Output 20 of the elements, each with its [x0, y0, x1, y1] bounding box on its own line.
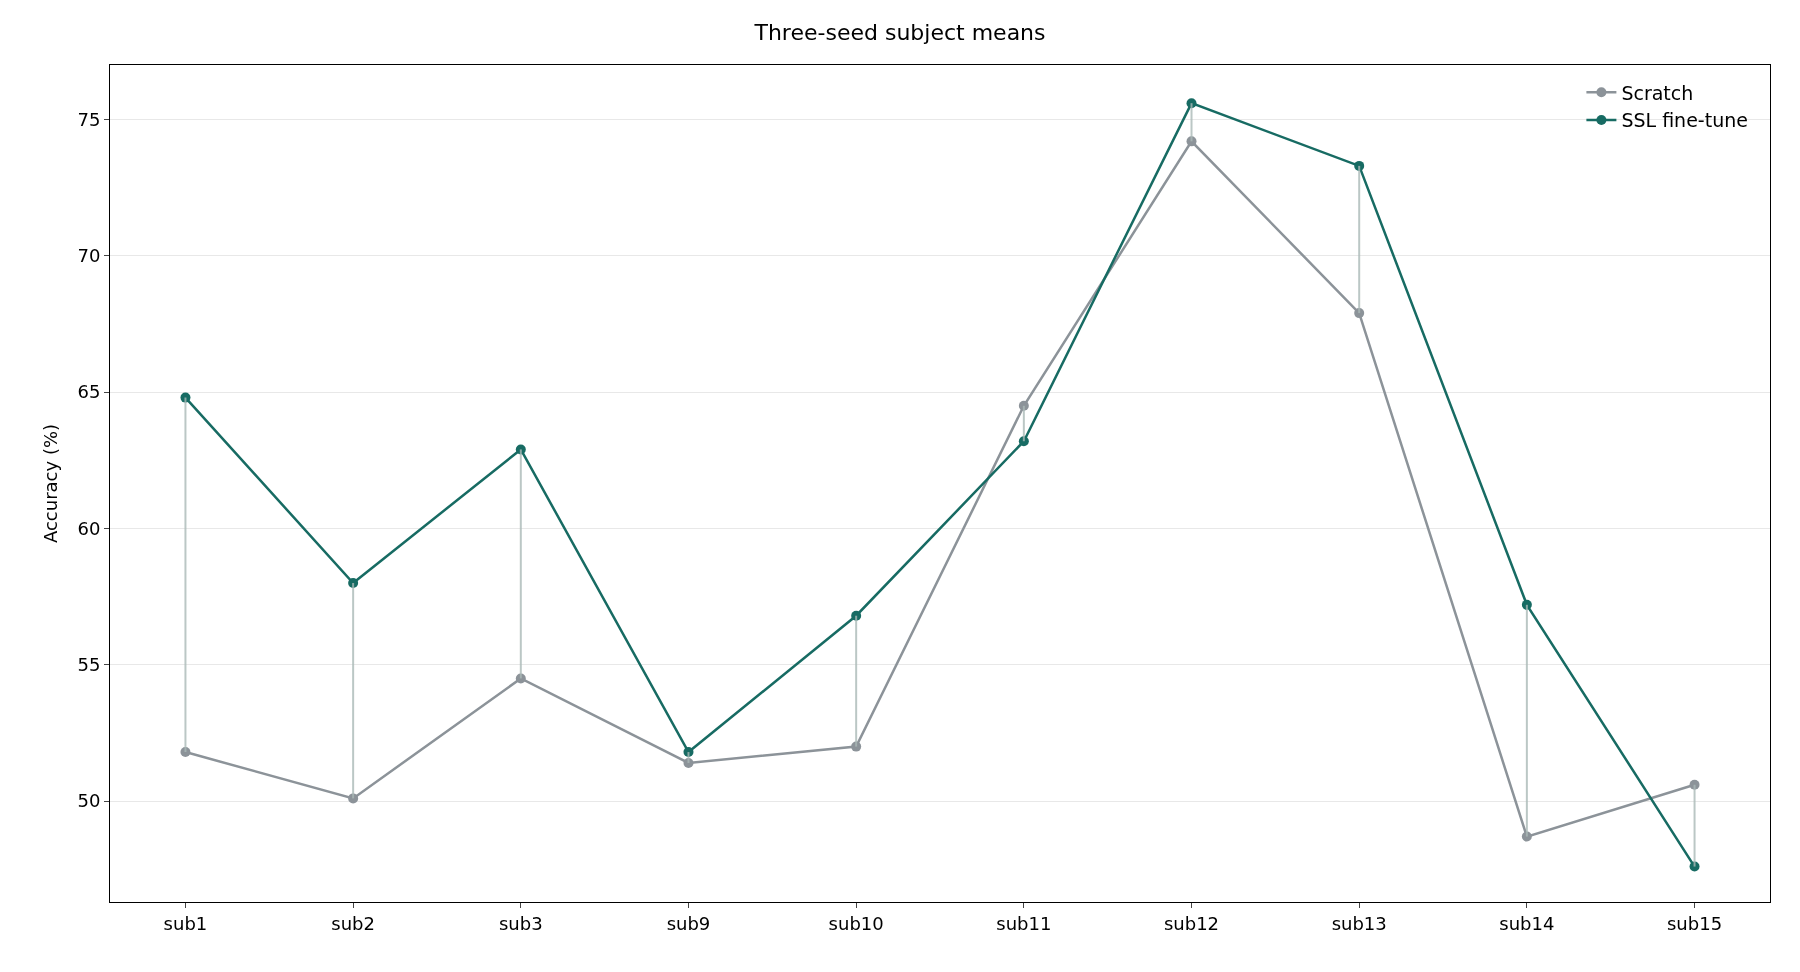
legend-label: SSL fine-tune	[1621, 109, 1748, 132]
x-tick-label: sub1	[163, 912, 208, 934]
x-tick-label: sub9	[666, 912, 711, 934]
y-tick-label: 70	[77, 245, 101, 267]
chart-title: Three-seed subject means	[753, 19, 1046, 45]
y-tick-label: 55	[77, 654, 101, 676]
legend-label: Scratch	[1621, 81, 1694, 104]
x-tick-label: sub15	[1666, 912, 1723, 934]
x-tick-label: sub12	[1163, 912, 1220, 934]
y-tick-label: 75	[77, 108, 101, 130]
y-tick-label: 60	[77, 517, 101, 539]
y-tick-label: 50	[77, 790, 101, 812]
x-tick-label: sub2	[331, 912, 375, 934]
x-tick-label: sub13	[1331, 912, 1387, 934]
y-axis-title: Accuracy (%)	[39, 423, 61, 544]
y-tick-label: 65	[77, 381, 101, 403]
x-tick-label: sub11	[996, 912, 1052, 934]
x-tick-label: sub14	[1499, 912, 1555, 934]
x-tick-label: sub3	[498, 912, 543, 934]
x-tick-label: sub10	[828, 912, 884, 934]
